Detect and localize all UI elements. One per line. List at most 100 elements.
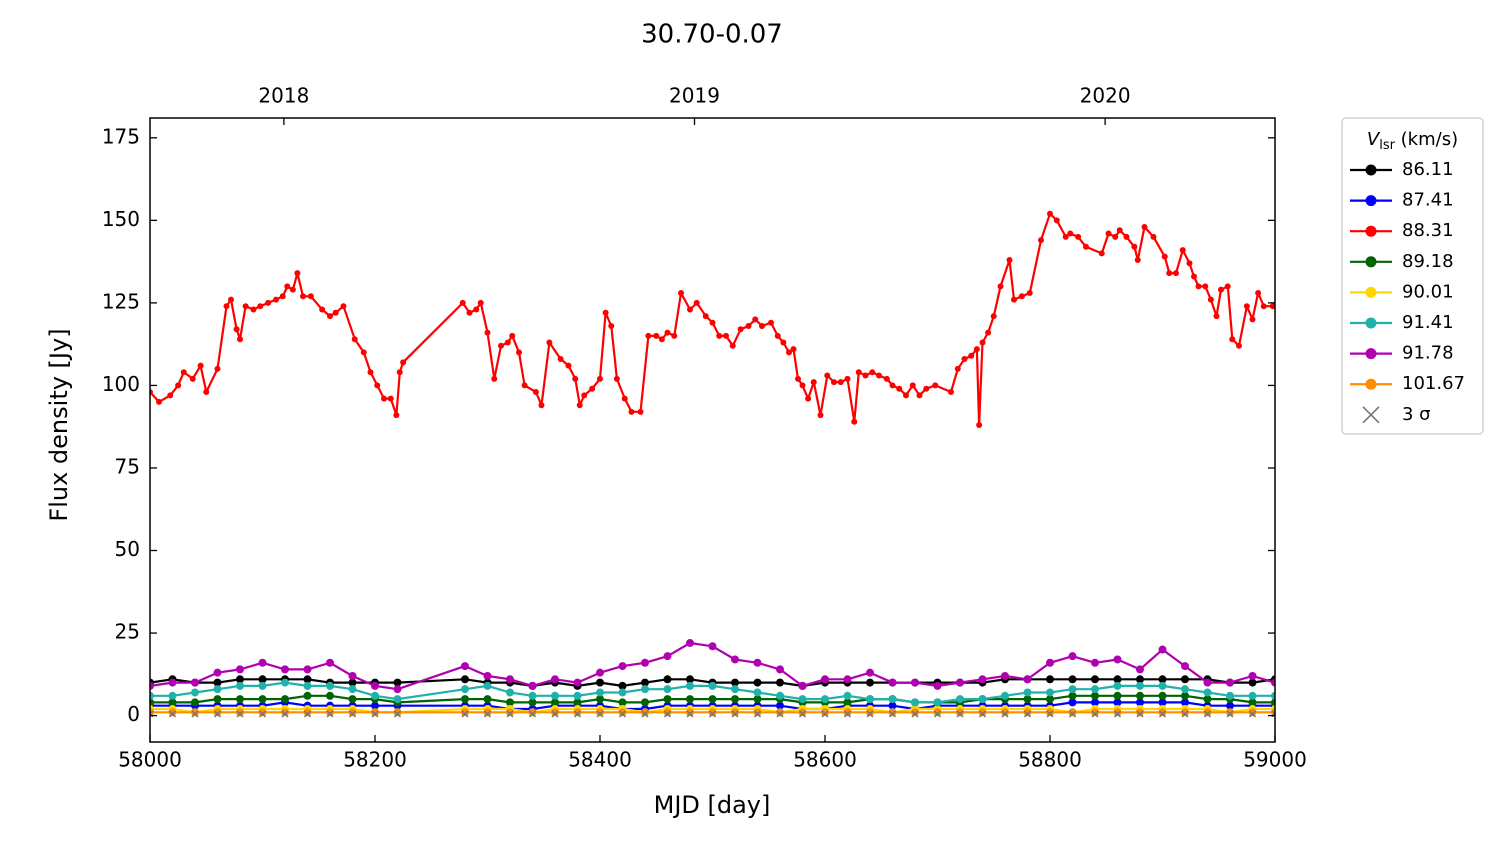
- point: [461, 708, 469, 717]
- cross-marker: [1203, 710, 1212, 718]
- legend-marker: [1365, 225, 1377, 237]
- point: [776, 691, 784, 700]
- legend-title: Vlsr (km/s): [1367, 129, 1458, 153]
- point: [1255, 289, 1262, 296]
- point: [1113, 698, 1122, 707]
- point: [753, 695, 762, 704]
- point: [573, 678, 582, 687]
- point: [573, 691, 582, 700]
- point: [1023, 675, 1032, 684]
- point: [805, 395, 812, 402]
- point: [933, 681, 942, 690]
- legend-title-sub: lsr: [1379, 138, 1395, 153]
- point: [1026, 289, 1033, 296]
- point: [1226, 691, 1234, 700]
- cross-marker: [911, 710, 919, 718]
- point: [1181, 675, 1189, 684]
- point: [798, 708, 807, 717]
- point: [326, 708, 334, 717]
- cross-marker: [168, 710, 177, 718]
- point: [979, 339, 986, 346]
- point: [1248, 678, 1257, 687]
- point: [978, 675, 987, 684]
- point: [236, 675, 244, 684]
- cross-marker: [1226, 710, 1234, 718]
- point: [956, 678, 964, 687]
- point: [1046, 658, 1054, 667]
- point: [1186, 260, 1193, 267]
- x-tick-label: 58000: [118, 748, 182, 772]
- point: [731, 678, 739, 687]
- point: [1173, 270, 1179, 277]
- point: [1134, 256, 1141, 263]
- point: [753, 688, 762, 697]
- point: [371, 691, 379, 700]
- point: [1023, 695, 1032, 704]
- point: [1249, 316, 1256, 323]
- point: [821, 695, 829, 704]
- point: [663, 652, 672, 661]
- point: [686, 638, 694, 647]
- legend-label: 88.31: [1402, 220, 1454, 241]
- x-axis-label: MJD [day]: [654, 791, 771, 819]
- point: [1098, 250, 1105, 257]
- point: [279, 293, 286, 300]
- cross-marker: [888, 710, 897, 718]
- point: [459, 299, 466, 306]
- point: [1047, 210, 1053, 217]
- point: [1001, 708, 1009, 717]
- point: [753, 658, 762, 667]
- point: [1113, 708, 1122, 717]
- point: [265, 299, 272, 306]
- point: [168, 691, 177, 700]
- point: [1053, 217, 1060, 224]
- point: [1248, 691, 1257, 700]
- point: [866, 668, 874, 677]
- point: [538, 402, 545, 409]
- point: [393, 412, 400, 419]
- point: [326, 681, 334, 690]
- point: [150, 691, 154, 700]
- x-tick-label: 58800: [1018, 748, 1082, 772]
- point: [156, 398, 162, 405]
- point: [903, 392, 909, 399]
- point: [1213, 313, 1220, 320]
- cross-marker: [686, 710, 694, 718]
- series-line: [150, 212, 1273, 427]
- point: [236, 708, 244, 717]
- point: [477, 299, 484, 306]
- point: [473, 306, 480, 313]
- point: [528, 691, 537, 700]
- point: [1271, 698, 1275, 707]
- point: [203, 389, 210, 396]
- point: [745, 323, 752, 329]
- point: [1091, 685, 1099, 694]
- cross-marker: [551, 710, 559, 718]
- point: [1181, 691, 1189, 700]
- point: [671, 332, 678, 339]
- point: [821, 708, 829, 717]
- plot-data: [150, 210, 1275, 718]
- point: [223, 303, 230, 310]
- point: [289, 286, 296, 293]
- point: [340, 303, 347, 310]
- point: [516, 349, 522, 356]
- point: [798, 681, 807, 690]
- point: [483, 695, 492, 704]
- cross-marker: [978, 710, 987, 718]
- point: [213, 685, 222, 694]
- point: [613, 375, 620, 382]
- cross-marker: [303, 710, 312, 718]
- point: [1068, 708, 1077, 717]
- point: [551, 691, 559, 700]
- point: [381, 395, 387, 402]
- point: [371, 681, 379, 690]
- point: [168, 698, 177, 707]
- point: [1166, 270, 1173, 277]
- point: [1062, 233, 1069, 240]
- y-tick-label: 0: [127, 702, 140, 726]
- point: [348, 708, 357, 717]
- point: [466, 309, 473, 316]
- point: [911, 698, 919, 707]
